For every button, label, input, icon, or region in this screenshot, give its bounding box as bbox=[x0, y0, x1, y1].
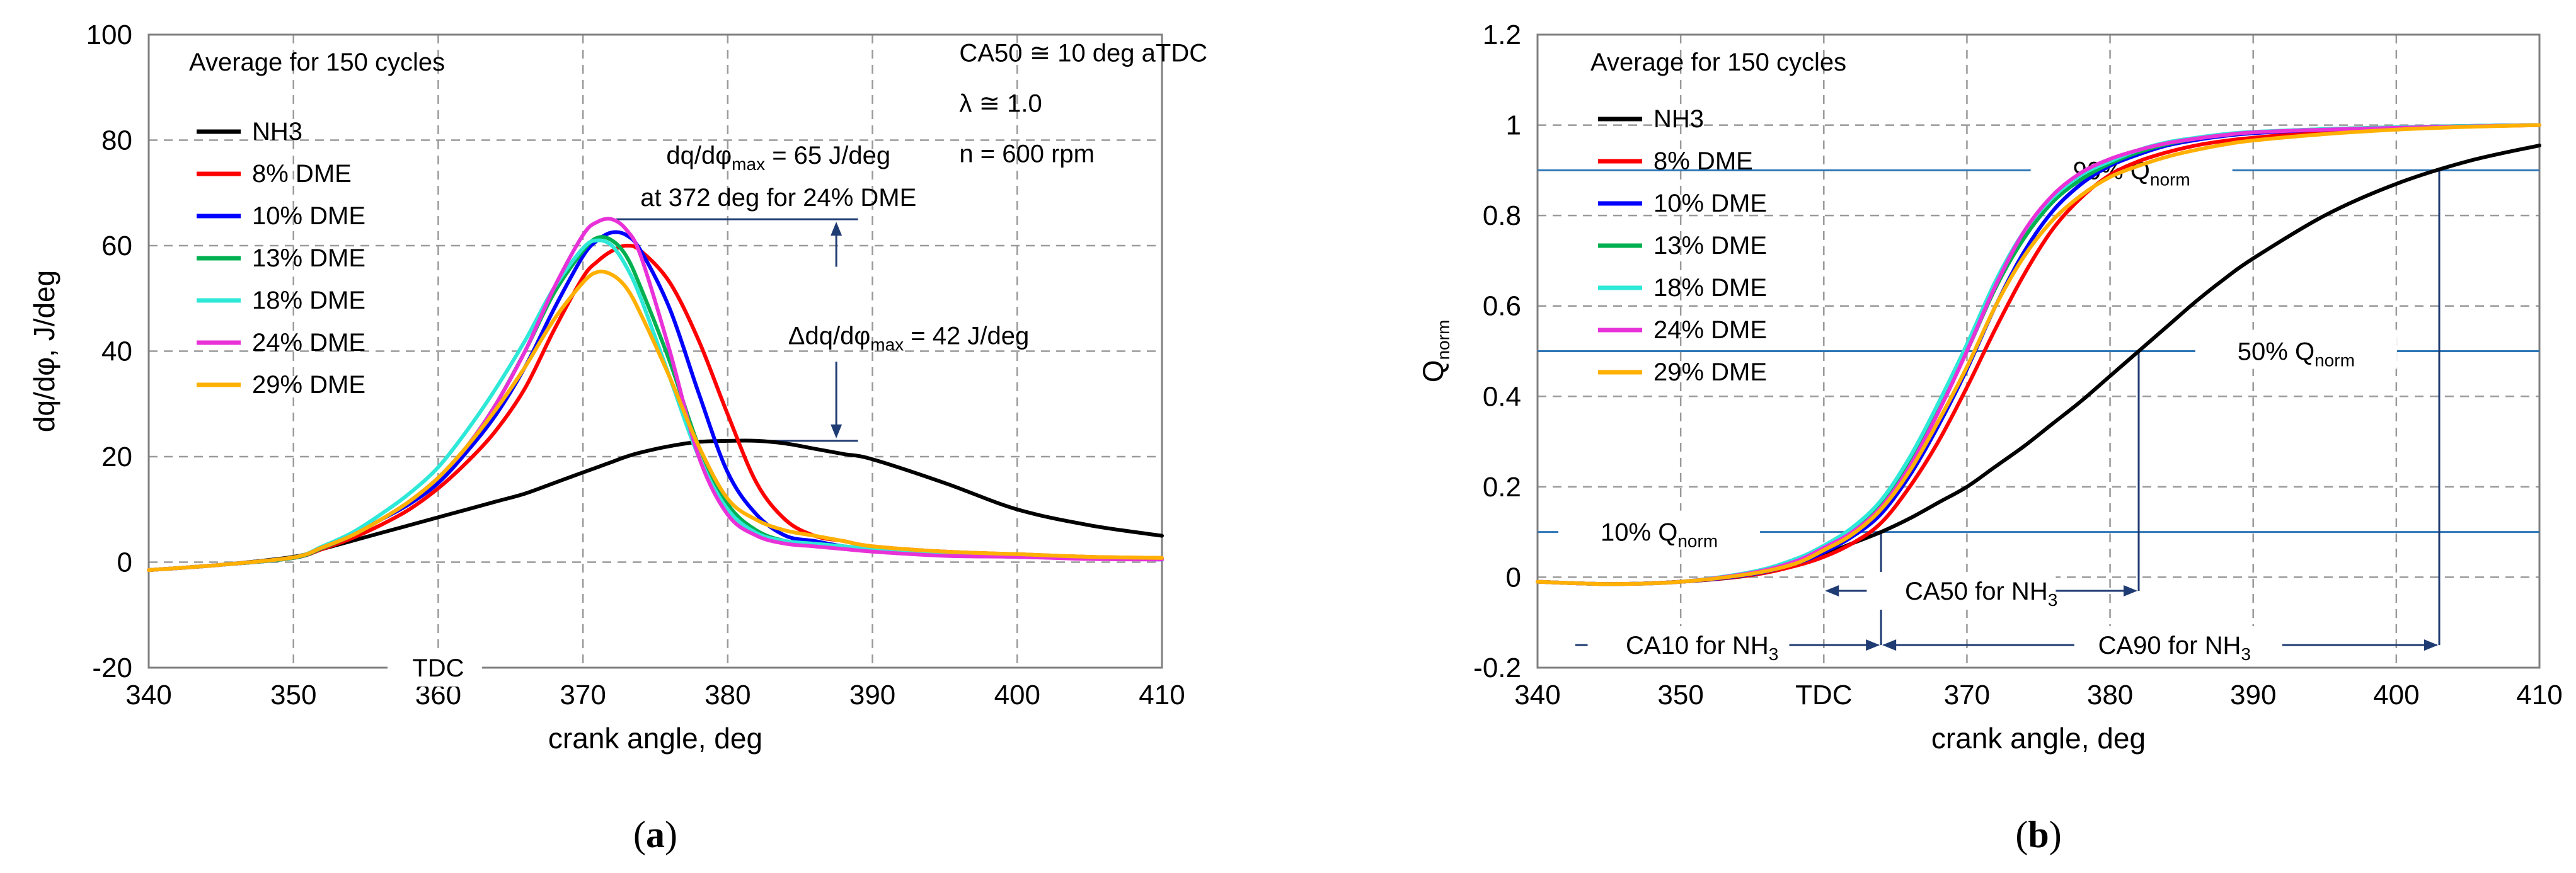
legend-entry-label: 8% DME bbox=[252, 160, 352, 188]
y-tick-label: 20 bbox=[101, 442, 132, 472]
x-tick-label: 340 bbox=[1514, 680, 1560, 710]
x-tick-label: 350 bbox=[1657, 680, 1703, 710]
x-tick-label: 390 bbox=[2230, 680, 2276, 710]
reference-label: 50% Qnorm bbox=[2238, 338, 2355, 370]
tdc-label: TDC bbox=[412, 654, 464, 682]
y-tick-label: 0 bbox=[117, 547, 132, 578]
legend-entry-label: 18% DME bbox=[252, 287, 365, 314]
x-axis-label: crank angle, deg bbox=[1931, 722, 2146, 755]
y-tick-label: 40 bbox=[101, 336, 132, 367]
y-tick-label: 80 bbox=[101, 125, 132, 156]
legend-entry-label: 10% DME bbox=[1653, 190, 1767, 217]
x-tick-label: 380 bbox=[704, 680, 750, 710]
series-line-29-dme bbox=[1536, 123, 2541, 586]
legend: Average for 150 cycles NH3 8% DME 10% DME 13… bbox=[189, 48, 445, 399]
y-tick-label: 0 bbox=[1506, 562, 1521, 593]
arrowhead-right bbox=[2424, 639, 2438, 651]
legend-entry-label: 8% DME bbox=[1653, 147, 1753, 175]
y-tick-label: 0.4 bbox=[1483, 381, 1521, 412]
condition-text: n = 600 rpm bbox=[959, 140, 1095, 168]
condition-text: λ ≅ 1.0 bbox=[959, 89, 1042, 117]
peak-annotation-line1: dq/dφmax = 65 J/deg bbox=[666, 142, 890, 174]
ca50-label: CA50 for NH3 bbox=[1905, 578, 2057, 610]
legend-header: Average for 150 cycles bbox=[1590, 48, 1846, 76]
y-axis-label: dq/dφ, J/deg bbox=[28, 270, 60, 432]
panel-label: (b) bbox=[2015, 814, 2061, 855]
reference-label-bg bbox=[2195, 329, 2397, 369]
chart-panel-b: 340 350 TDC 370 380 390 400 410 -0.2 0 0.2 0.4 0.6 0.… bbox=[1417, 20, 2563, 855]
ca10-label: CA10 for NH3 bbox=[1626, 632, 1778, 664]
y-tick-label: 1 bbox=[1506, 110, 1521, 141]
condition-text: CA50 ≅ 10 deg aTDC bbox=[959, 39, 1207, 67]
legend: Average for 150 cycles NH3 8% DME 10% DME 13… bbox=[1590, 48, 1846, 386]
arrowhead-down bbox=[831, 424, 842, 438]
y-tick-label: 1.2 bbox=[1483, 20, 1521, 50]
x-tick-label: 400 bbox=[994, 680, 1040, 710]
arrowhead-right bbox=[2124, 585, 2137, 596]
y-tick-label: 0.6 bbox=[1483, 291, 1521, 322]
tdc-label-bg bbox=[388, 649, 483, 687]
ca50-label-bg bbox=[1866, 571, 2056, 610]
reference-label-bg bbox=[1558, 510, 1761, 550]
y-tick-label: 0.2 bbox=[1483, 472, 1521, 503]
x-tick-label: TDC bbox=[1795, 680, 1852, 710]
legend-header: Average for 150 cycles bbox=[189, 48, 445, 76]
arrowhead-right bbox=[1866, 639, 1880, 651]
arrowhead-up bbox=[831, 222, 842, 236]
y-tick-label: 100 bbox=[86, 20, 132, 50]
x-tick-label: 410 bbox=[2516, 680, 2562, 710]
x-tick-label: 410 bbox=[1139, 680, 1185, 710]
ca10-label-bg bbox=[1587, 626, 1790, 665]
legend-entry-label: 18% DME bbox=[1653, 274, 1767, 302]
plot-frame bbox=[147, 33, 1163, 669]
panel-label: (a) bbox=[633, 814, 677, 855]
y-axis-label: Qnorm bbox=[1417, 320, 1453, 383]
legend-entry-label: NH3 bbox=[252, 118, 302, 146]
x-tick-label: 380 bbox=[2087, 680, 2133, 710]
x-tick-label: 390 bbox=[849, 680, 895, 710]
series-line-18-dme bbox=[147, 238, 1164, 573]
series-line-nh3 bbox=[147, 438, 1164, 573]
legend-entry-label: 13% DME bbox=[252, 244, 365, 272]
legend-entry-label: 24% DME bbox=[1653, 316, 1767, 344]
legend-entry-label: 29% DME bbox=[1653, 358, 1767, 386]
annotations: TDC dq/dφmax = 65 J/deg at 372 deg for 24%… bbox=[388, 39, 1207, 687]
arrowhead-left bbox=[1825, 585, 1839, 596]
reference-label: 10% Qnorm bbox=[1601, 519, 1718, 551]
ca90-label: CA90 for NH3 bbox=[2098, 632, 2251, 664]
x-tick-label: 370 bbox=[1944, 680, 1990, 710]
y-tick-label: -0.2 bbox=[1473, 653, 1521, 683]
ca90-label-bg bbox=[2074, 626, 2282, 665]
delta-annotation: Δdq/dφmax = 42 J/deg bbox=[788, 322, 1029, 355]
x-tick-label: 400 bbox=[2373, 680, 2419, 710]
legend-entry-label: 29% DME bbox=[252, 371, 365, 399]
y-tick-label: 0.8 bbox=[1483, 200, 1521, 231]
legend-entry-label: NH3 bbox=[1653, 105, 1704, 133]
y-tick-label: 60 bbox=[101, 231, 132, 261]
legend-entry-label: 10% DME bbox=[252, 202, 365, 230]
x-tick-label: 340 bbox=[125, 680, 171, 710]
x-axis-label: crank angle, deg bbox=[548, 722, 762, 755]
legend-entry-label: 24% DME bbox=[252, 329, 365, 357]
y-tick-label: -20 bbox=[92, 653, 132, 683]
chart-panel-a: 340 350 360 370 380 390 400 410-20020406080100c… bbox=[28, 20, 1207, 855]
x-tick-label: 350 bbox=[270, 680, 316, 710]
series-line-10-dme bbox=[147, 230, 1164, 573]
x-tick-label: 370 bbox=[560, 680, 606, 710]
peak-annotation-line2: at 372 deg for 24% DME bbox=[640, 184, 916, 212]
arrowhead-left bbox=[1882, 639, 1897, 651]
legend-entry-label: 13% DME bbox=[1653, 232, 1767, 260]
series-line-29-dme bbox=[147, 270, 1164, 573]
